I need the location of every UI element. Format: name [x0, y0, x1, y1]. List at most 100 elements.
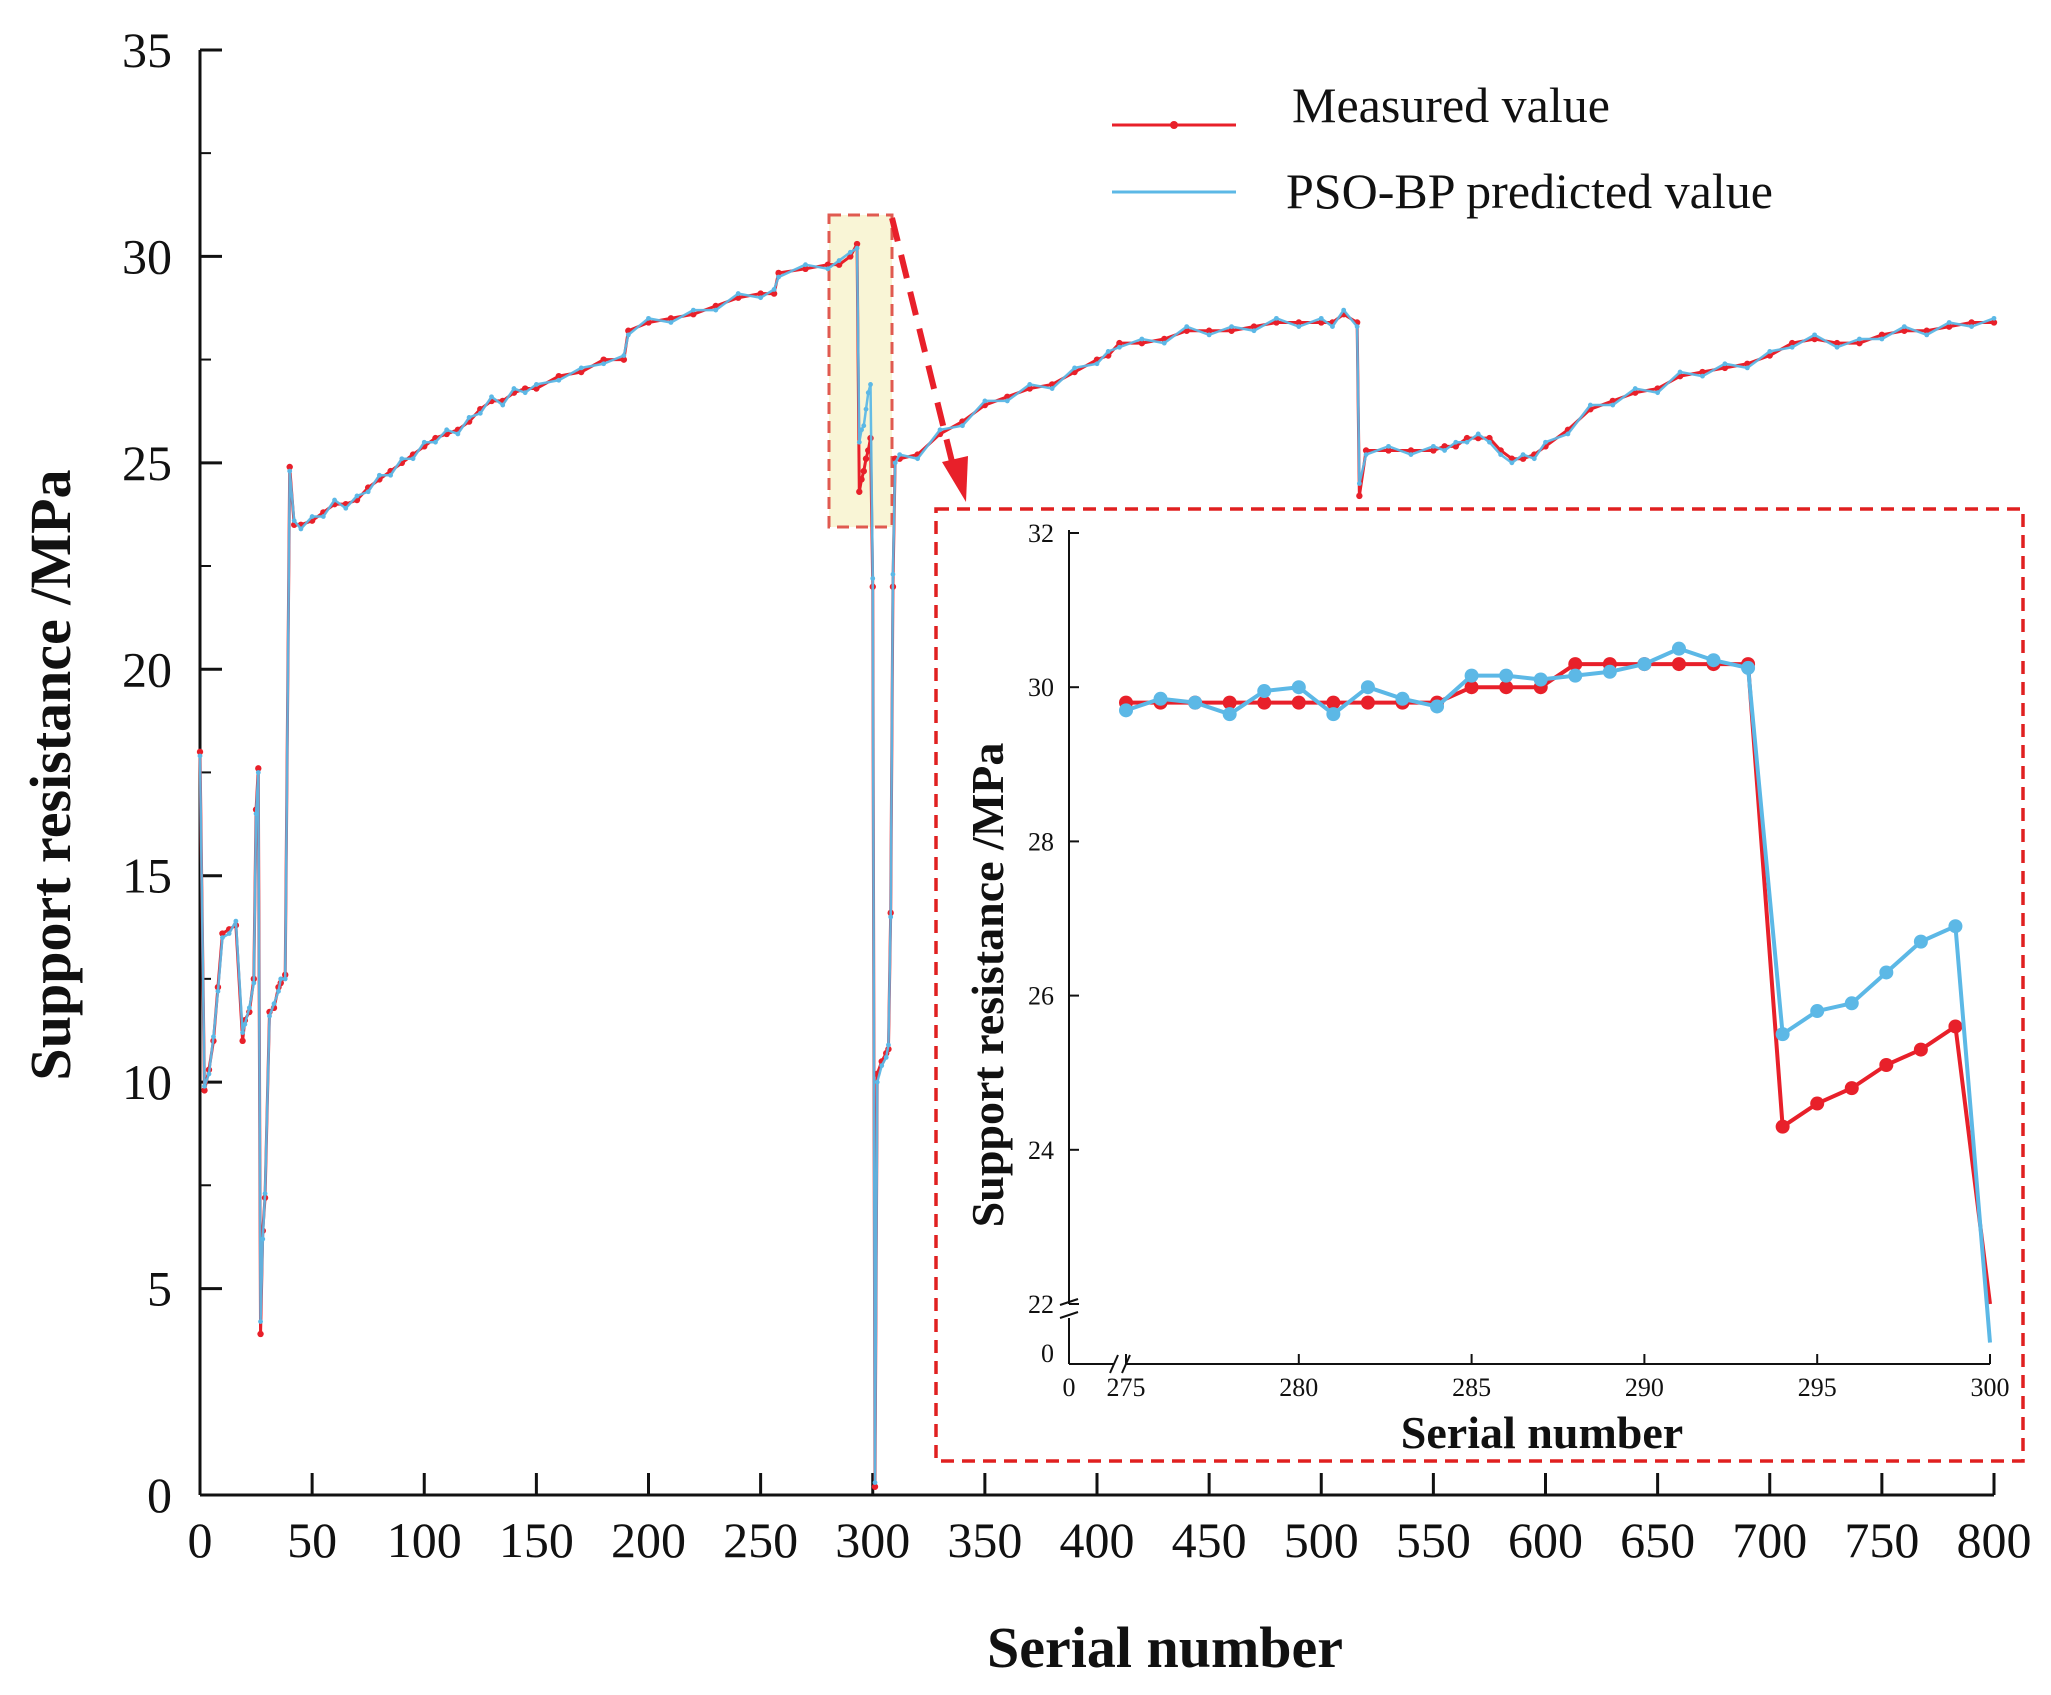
main-point-1-55: [735, 291, 741, 296]
main-point-1-44: [522, 390, 528, 396]
main-x-tick-label-15: 750: [1844, 1512, 1919, 1568]
inset-x-tick-label-1: 275: [1107, 1373, 1146, 1402]
main-point-1-39: [466, 415, 472, 420]
main-point-1-126: [1744, 365, 1750, 371]
inset-x-tick-label-2: 280: [1279, 1373, 1318, 1402]
main-point-1-54: [713, 307, 719, 313]
inset-point-1-1: [1153, 691, 1168, 706]
main-point-1-29: [354, 493, 360, 499]
inset-y-tick-label-6: 32: [1028, 519, 1054, 548]
main-point-1-108: [1442, 448, 1447, 453]
main-point-1-70: [870, 576, 876, 581]
main-x-tick-label-1: 50: [287, 1512, 337, 1568]
main-point-0-53: [690, 311, 697, 318]
main-x-tick-label-8: 400: [1060, 1512, 1135, 1568]
main-point-1-87: [1072, 365, 1077, 371]
main-point-1-81: [937, 427, 943, 433]
inset-point-0-19: [1775, 1119, 1790, 1134]
main-point-1-66: [861, 423, 867, 429]
main-point-1-56: [758, 295, 764, 301]
main-point-1-71: [872, 1480, 878, 1486]
main-point-1-82: [960, 423, 965, 429]
inset-point-1-3: [1222, 707, 1237, 722]
main-x-axis-title: Serial number: [987, 1615, 1343, 1680]
main-point-1-52: [668, 320, 674, 325]
main-y-ticks: 0 5 10 15 20 25 30 35: [122, 22, 222, 1523]
inset-y-tick-label-2: 24: [1028, 1136, 1054, 1165]
main-point-1-121: [1632, 386, 1638, 391]
inset-point-1-2: [1188, 695, 1203, 710]
main-point-1-77: [890, 571, 896, 577]
main-point-0-5: [219, 930, 226, 937]
main-point-0-132: [1878, 331, 1886, 339]
main-point-1-86: [1049, 386, 1055, 391]
main-point-1-32: [388, 472, 394, 478]
main-point-1-90: [1117, 344, 1122, 350]
inset-point-1-6: [1326, 707, 1341, 722]
main-point-1-64: [856, 439, 862, 445]
main-point-0-137: [1990, 319, 1998, 326]
inset-x-tick-label-4: 290: [1625, 1373, 1664, 1402]
main-point-1-76: [888, 914, 894, 920]
inset-point-1-11: [1499, 668, 1514, 683]
main-y-tick-label-4: 20: [122, 641, 172, 697]
main-point-1-111: [1475, 431, 1481, 437]
main-point-1-75: [886, 1042, 891, 1048]
main-y-axis-title: Support resistance /MPa: [18, 469, 83, 1080]
main-point-0-13: [255, 765, 262, 772]
main-point-1-96: [1251, 328, 1257, 334]
main-point-1-85: [1027, 382, 1033, 387]
main-x-tick-label-2: 100: [387, 1512, 462, 1568]
main-point-1-10: [246, 1005, 252, 1011]
inset-x-break-mark-1: [1109, 1354, 1119, 1374]
main-point-0-52: [667, 315, 675, 322]
main-x-tick-label-14: 700: [1732, 1512, 1807, 1568]
main-point-1-1: [202, 1083, 207, 1089]
main-point-1-131: [1857, 336, 1862, 342]
main-point-1-115: [1520, 452, 1526, 457]
main-point-0-63: [853, 240, 861, 248]
main-point-1-132: [1879, 336, 1885, 342]
main-point-1-60: [825, 266, 831, 272]
main-point-0-129: [1811, 335, 1818, 343]
main-point-1-105: [1386, 443, 1391, 449]
main-point-1-120: [1610, 402, 1616, 408]
main-point-1-48: [601, 361, 607, 367]
main-point-1-26: [320, 514, 326, 519]
main-point-1-45: [533, 382, 539, 387]
main-point-1-92: [1161, 340, 1167, 346]
main-point-1-97: [1274, 315, 1279, 321]
main-point-0-136: [1968, 319, 1975, 326]
main-point-1-127: [1767, 348, 1773, 354]
inset-point-1-14: [1602, 664, 1617, 679]
zoom-arrow-line: [889, 217, 959, 479]
main-point-1-33: [399, 456, 405, 462]
main-point-0-125: [1721, 364, 1729, 372]
inset-point-1-20: [1810, 1004, 1825, 1019]
inset-point-1-9: [1430, 699, 1445, 714]
inset-point-1-18: [1741, 660, 1756, 675]
main-point-0-98: [1295, 319, 1303, 326]
main-point-0-95: [1228, 327, 1235, 334]
main-point-1-13: [255, 770, 261, 775]
main-point-1-31: [377, 472, 382, 478]
main-point-1-49: [621, 353, 627, 358]
inset-point-0-13: [1568, 657, 1583, 672]
main-point-0-105: [1385, 447, 1392, 454]
inset-x-tick-label-0: 0: [1063, 1373, 1076, 1402]
main-y-tick-label-2: 10: [122, 1054, 172, 1110]
main-point-0-106: [1407, 447, 1415, 454]
inset-point-0-4: [1257, 695, 1272, 710]
main-point-0-59: [802, 265, 809, 273]
main-x-tick-label-0: 0: [188, 1512, 213, 1568]
main-point-1-119: [1587, 402, 1593, 408]
inset-point-1-22: [1879, 965, 1894, 980]
main-point-1-11: [251, 980, 257, 986]
main-point-1-40: [477, 410, 483, 416]
main-y-tick-label-3: 15: [122, 848, 172, 904]
main-x-tick-label-10: 500: [1284, 1512, 1359, 1568]
inset-x-axis-title: Serial number: [1401, 1407, 1683, 1458]
main-point-1-57: [771, 287, 777, 292]
legend-label-predicted: PSO-BP predicted value: [1286, 163, 1773, 219]
main-point-1-101: [1341, 307, 1347, 313]
